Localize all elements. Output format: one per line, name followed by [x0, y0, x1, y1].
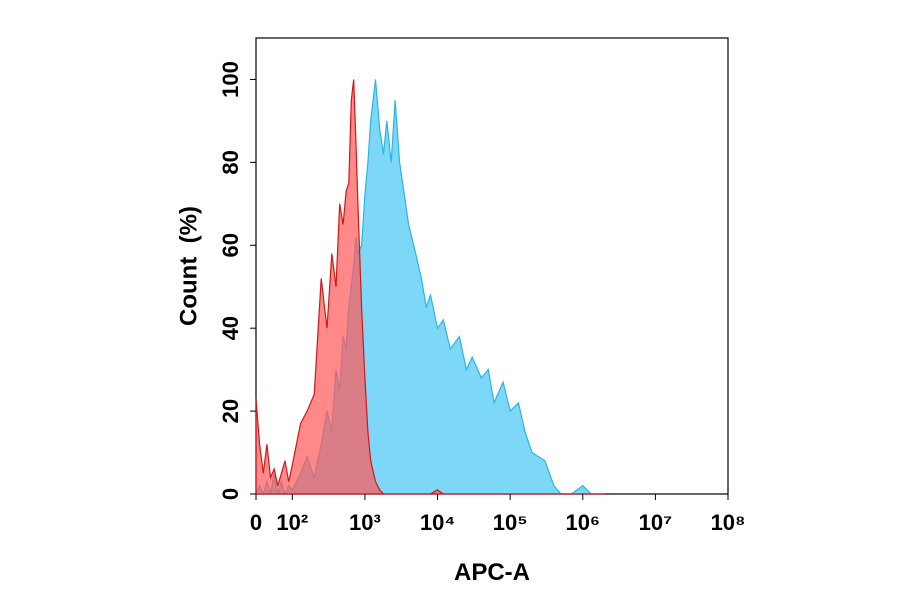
y-tick-label: 0	[218, 488, 243, 500]
y-tick-label: 80	[218, 150, 243, 174]
x-tick-label: 10⁸	[711, 510, 746, 535]
y-tick-label: 60	[218, 233, 243, 257]
histogram-area	[255, 79, 605, 495]
x-tick-label: 10²	[276, 510, 308, 535]
x-axis-title: APC-A	[454, 559, 530, 586]
y-tick-label: 40	[218, 316, 243, 340]
x-tick-label: 10⁷	[639, 510, 673, 535]
x-tick-label: 10⁴	[420, 510, 455, 535]
x-tick-label: 10⁶	[565, 510, 600, 535]
x-tick-label: 0	[250, 510, 262, 535]
y-tick-label: 20	[218, 399, 243, 423]
y-axis-title: Count (%)	[175, 206, 202, 326]
x-tick-label: 10³	[349, 510, 381, 535]
x-tick-label: 10⁵	[493, 510, 528, 535]
y-tick-label: 100	[218, 61, 243, 98]
